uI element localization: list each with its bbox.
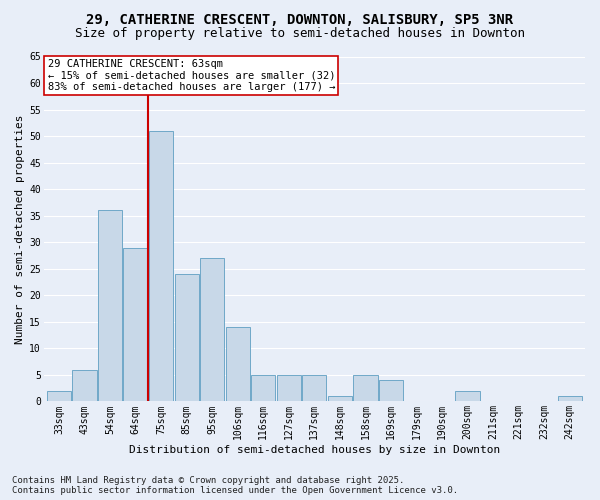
- Text: Size of property relative to semi-detached houses in Downton: Size of property relative to semi-detach…: [75, 28, 525, 40]
- Bar: [200, 258, 224, 402]
- Text: 29 CATHERINE CRESCENT: 63sqm
← 15% of semi-detached houses are smaller (32)
83% : 29 CATHERINE CRESCENT: 63sqm ← 15% of se…: [47, 59, 335, 92]
- Bar: [277, 375, 301, 402]
- Bar: [302, 375, 326, 402]
- Bar: [175, 274, 199, 402]
- Bar: [251, 375, 275, 402]
- Bar: [73, 370, 97, 402]
- Y-axis label: Number of semi-detached properties: Number of semi-detached properties: [15, 114, 25, 344]
- Bar: [455, 391, 479, 402]
- Text: 29, CATHERINE CRESCENT, DOWNTON, SALISBURY, SP5 3NR: 29, CATHERINE CRESCENT, DOWNTON, SALISBU…: [86, 12, 514, 26]
- Bar: [557, 396, 582, 402]
- X-axis label: Distribution of semi-detached houses by size in Downton: Distribution of semi-detached houses by …: [129, 445, 500, 455]
- Bar: [353, 375, 377, 402]
- Bar: [149, 131, 173, 402]
- Bar: [226, 327, 250, 402]
- Bar: [98, 210, 122, 402]
- Bar: [328, 396, 352, 402]
- Text: Contains HM Land Registry data © Crown copyright and database right 2025.
Contai: Contains HM Land Registry data © Crown c…: [12, 476, 458, 495]
- Bar: [47, 391, 71, 402]
- Bar: [379, 380, 403, 402]
- Bar: [124, 248, 148, 402]
